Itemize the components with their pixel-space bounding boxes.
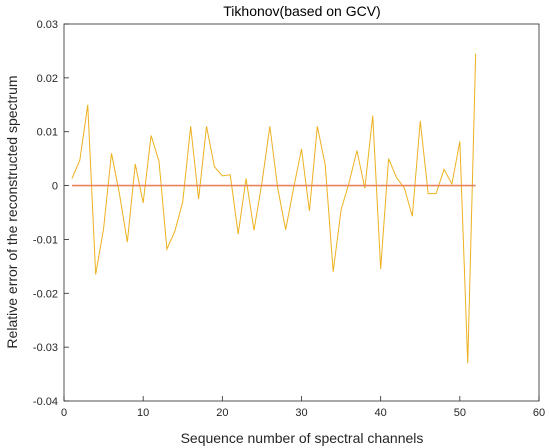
chart-title: Tikhonov(based on GCV): [223, 3, 380, 19]
y-tick-label: 0.01: [37, 127, 58, 139]
y-tick-label: 0: [52, 181, 58, 193]
y-tick-label: -0.01: [33, 234, 58, 246]
x-axis: 0 10 20 30 40 50 60: [61, 396, 545, 419]
plot-area: [63, 23, 540, 402]
y-axis: -0.04 -0.03 -0.02 -0.01 0 0.01 0.02 0.03: [33, 19, 69, 408]
x-tick-label: 60: [533, 407, 545, 419]
y-axis-label: Relative error of the reconstructed spec…: [4, 75, 20, 348]
x-tick-label: 20: [216, 407, 228, 419]
x-tick-label: 10: [137, 407, 149, 419]
series-layer: [71, 53, 477, 364]
x-tick-label: 0: [61, 407, 67, 419]
x-tick-label: 50: [454, 407, 466, 419]
x-tick-label: 30: [295, 407, 307, 419]
y-tick-label: -0.03: [33, 342, 58, 354]
series-line-error: [71, 53, 477, 364]
y-tick-label: 0.03: [37, 19, 58, 31]
y-tick-label: 0.02: [37, 73, 58, 85]
y-tick-label: -0.02: [33, 288, 58, 300]
x-tick-label: 40: [375, 407, 387, 419]
x-axis-label: Sequence number of spectral channels: [181, 430, 424, 446]
y-tick-label: -0.04: [33, 396, 58, 408]
